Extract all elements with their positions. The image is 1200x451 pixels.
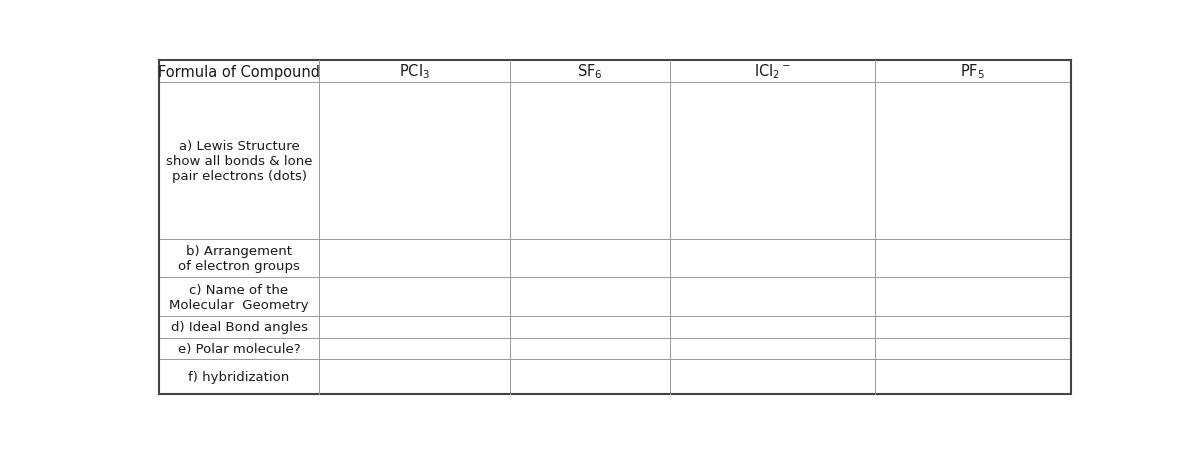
Text: c) Name of the
Molecular  Geometry: c) Name of the Molecular Geometry [169,283,308,311]
Text: b) Arrangement
of electron groups: b) Arrangement of electron groups [178,244,300,272]
Text: ICl$_2$$^-$: ICl$_2$$^-$ [754,63,791,81]
Text: d) Ideal Bond angles: d) Ideal Bond angles [170,321,307,333]
Text: Formula of Compound: Formula of Compound [158,64,320,79]
Text: e) Polar molecule?: e) Polar molecule? [178,342,300,355]
Text: a) Lewis Structure
show all bonds & lone
pair electrons (dots): a) Lewis Structure show all bonds & lone… [166,140,312,183]
Text: f) hybridization: f) hybridization [188,370,289,383]
Text: SF$_6$: SF$_6$ [577,63,602,81]
Text: PF$_5$: PF$_5$ [960,63,985,81]
Text: PCl$_3$: PCl$_3$ [400,63,430,81]
